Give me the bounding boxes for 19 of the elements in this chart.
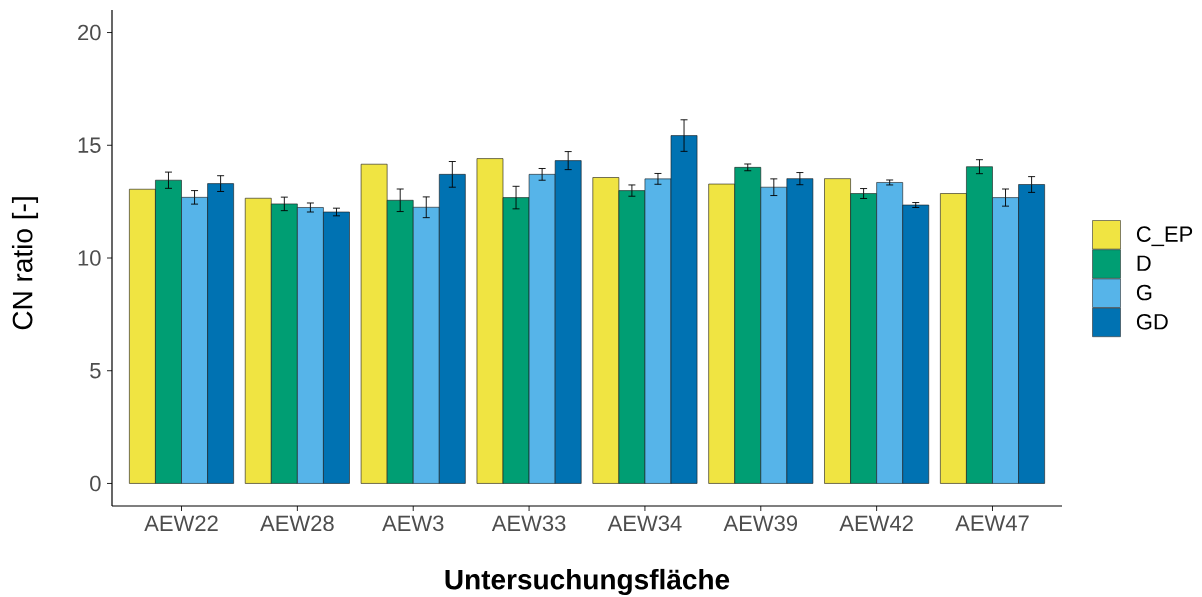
x-tick-label: AEW39 [723,515,798,532]
legend-label: G [1136,284,1152,301]
x-tick-label: AEW47 [955,515,1029,531]
legend-label: C_EP [1136,226,1193,247]
y-tick-label: 10 [78,250,101,266]
y-tick-label: 20 [78,24,101,41]
x-tick-label: AEW22 [144,515,218,531]
x-tick-label: AEW3 [382,515,444,532]
x-tick-label: AEW28 [260,515,334,532]
y-tick-label: 15 [78,137,101,153]
legend-label: D [1137,255,1151,271]
x-tick-label: AEW33 [491,515,566,532]
y-tick-label: 0 [90,475,101,492]
legend-label: GD [1136,313,1168,330]
y-tick-label: 5 [90,363,101,379]
x-tick-label: AEW34 [607,515,682,532]
y-axis-title: CN ratio [-] [11,197,39,330]
x-axis-title: Untersuchungsfläche [445,568,730,596]
x-tick-label: AEW42 [839,515,913,531]
